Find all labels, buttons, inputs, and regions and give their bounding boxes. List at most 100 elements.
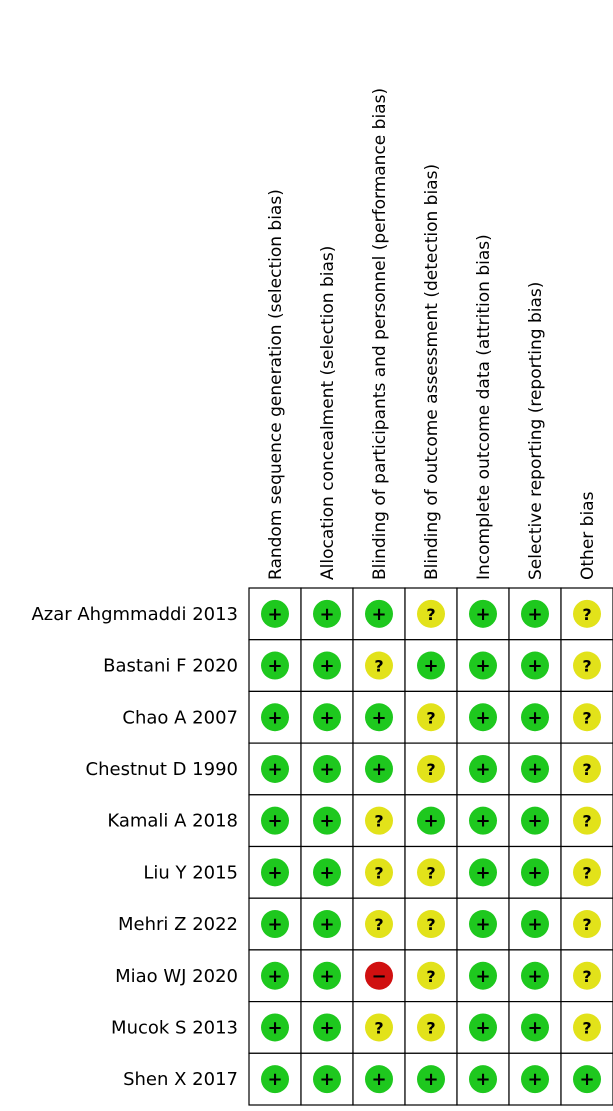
risk-symbol: + bbox=[475, 914, 490, 935]
risk-cell: ? bbox=[404, 845, 458, 899]
risk-symbol: ? bbox=[582, 863, 591, 882]
risk-symbol: + bbox=[267, 914, 282, 935]
risk-low-marker bbox=[521, 910, 549, 939]
risk-cell: + bbox=[508, 742, 562, 796]
risk-low-marker bbox=[469, 858, 497, 887]
risk-symbol: + bbox=[527, 862, 542, 883]
study-label: Miao WJ 2020 bbox=[115, 966, 238, 987]
cell-border bbox=[248, 897, 302, 951]
risk-low-marker bbox=[469, 1065, 497, 1094]
study-label: Azar Ahgmmaddi 2013 bbox=[31, 604, 238, 625]
risk-low-marker bbox=[313, 806, 341, 835]
domain-label: Other bias bbox=[578, 491, 598, 580]
risk-low-marker bbox=[261, 806, 289, 835]
risk-symbol: + bbox=[475, 811, 490, 832]
risk-symbol: + bbox=[267, 759, 282, 780]
risk-symbol: + bbox=[527, 656, 542, 677]
risk-symbol: ? bbox=[582, 708, 591, 727]
risk-cell: + bbox=[508, 794, 562, 848]
risk-cell: + bbox=[508, 690, 562, 744]
risk-symbol: + bbox=[475, 966, 490, 987]
risk-symbol: + bbox=[319, 707, 334, 728]
risk-unclear-marker bbox=[417, 1013, 445, 1042]
risk-symbol: ? bbox=[374, 812, 383, 831]
risk-cell: + bbox=[300, 794, 354, 848]
study-label: Kamali A 2018 bbox=[107, 811, 238, 832]
study-label: Mucok S 2013 bbox=[111, 1017, 238, 1038]
risk-unclear-marker bbox=[365, 910, 393, 939]
risk-cell: ? bbox=[560, 897, 613, 951]
risk-symbol: + bbox=[475, 862, 490, 883]
risk-symbol: + bbox=[371, 1069, 386, 1090]
risk-cell: + bbox=[508, 639, 562, 693]
risk-low-marker bbox=[521, 806, 549, 835]
risk-cell: ? bbox=[560, 949, 613, 1003]
risk-low-marker bbox=[313, 599, 341, 628]
risk-symbol: + bbox=[319, 604, 334, 625]
risk-cell: ? bbox=[404, 690, 458, 744]
risk-cell: + bbox=[248, 794, 302, 848]
risk-symbol: + bbox=[527, 1017, 542, 1038]
risk-unclear-marker bbox=[573, 1013, 601, 1042]
risk-cell: + bbox=[300, 949, 354, 1003]
cell-border bbox=[352, 639, 406, 693]
risk-cell: + bbox=[508, 949, 562, 1003]
risk-symbol: + bbox=[527, 811, 542, 832]
risk-cell: ? bbox=[404, 897, 458, 951]
risk-cell: + bbox=[456, 794, 510, 848]
risk-low-marker bbox=[313, 1065, 341, 1094]
risk-low-marker bbox=[313, 703, 341, 732]
risk-low-marker bbox=[469, 651, 497, 680]
risk-symbol: ? bbox=[374, 657, 383, 676]
risk-cell: ? bbox=[560, 587, 613, 641]
risk-unclear-marker bbox=[417, 858, 445, 887]
risk-low-marker bbox=[469, 806, 497, 835]
cell-border bbox=[352, 949, 406, 1003]
risk-symbol: ? bbox=[582, 760, 591, 779]
risk-symbol: ? bbox=[582, 657, 591, 676]
risk-low-marker bbox=[417, 651, 445, 680]
risk-cell: + bbox=[248, 897, 302, 951]
risk-cell: + bbox=[248, 1000, 302, 1054]
risk-symbol: ? bbox=[374, 915, 383, 934]
risk-symbol: + bbox=[527, 707, 542, 728]
risk-cell: + bbox=[300, 639, 354, 693]
risk-low-marker bbox=[469, 754, 497, 783]
risk-symbol: ? bbox=[582, 915, 591, 934]
risk-symbol: + bbox=[527, 1069, 542, 1090]
risk-unclear-marker bbox=[365, 651, 393, 680]
risk-cell: + bbox=[404, 639, 458, 693]
risk-unclear-marker bbox=[573, 858, 601, 887]
risk-symbol: ? bbox=[426, 708, 435, 727]
risk-symbol: + bbox=[371, 707, 386, 728]
risk-symbol: + bbox=[371, 759, 386, 780]
risk-low-marker bbox=[521, 599, 549, 628]
risk-symbol: ? bbox=[426, 605, 435, 624]
risk-low-marker bbox=[261, 703, 289, 732]
risk-cell: + bbox=[352, 587, 406, 641]
risk-low-marker bbox=[313, 651, 341, 680]
risk-unclear-marker bbox=[417, 754, 445, 783]
risk-low-marker bbox=[521, 961, 549, 990]
risk-cell: ? bbox=[404, 742, 458, 796]
risk-symbol: + bbox=[319, 966, 334, 987]
risk-cell: + bbox=[300, 1000, 354, 1054]
risk-symbol: ? bbox=[582, 967, 591, 986]
risk-cell: + bbox=[300, 897, 354, 951]
risk-symbol: ? bbox=[374, 1018, 383, 1037]
risk-low-marker bbox=[261, 1013, 289, 1042]
risk-low-marker bbox=[313, 754, 341, 783]
risk-unclear-marker bbox=[573, 754, 601, 783]
risk-symbol: ? bbox=[426, 915, 435, 934]
risk-cell: + bbox=[248, 639, 302, 693]
risk-symbol: + bbox=[527, 759, 542, 780]
risk-low-marker bbox=[261, 754, 289, 783]
risk-cell: + bbox=[300, 587, 354, 641]
risk-low-marker bbox=[261, 651, 289, 680]
risk-cell: + bbox=[248, 949, 302, 1003]
risk-low-marker bbox=[469, 961, 497, 990]
risk-low-marker bbox=[261, 910, 289, 939]
risk-unclear-marker bbox=[573, 599, 601, 628]
risk-cell: + bbox=[248, 587, 302, 641]
risk-unclear-marker bbox=[573, 806, 601, 835]
